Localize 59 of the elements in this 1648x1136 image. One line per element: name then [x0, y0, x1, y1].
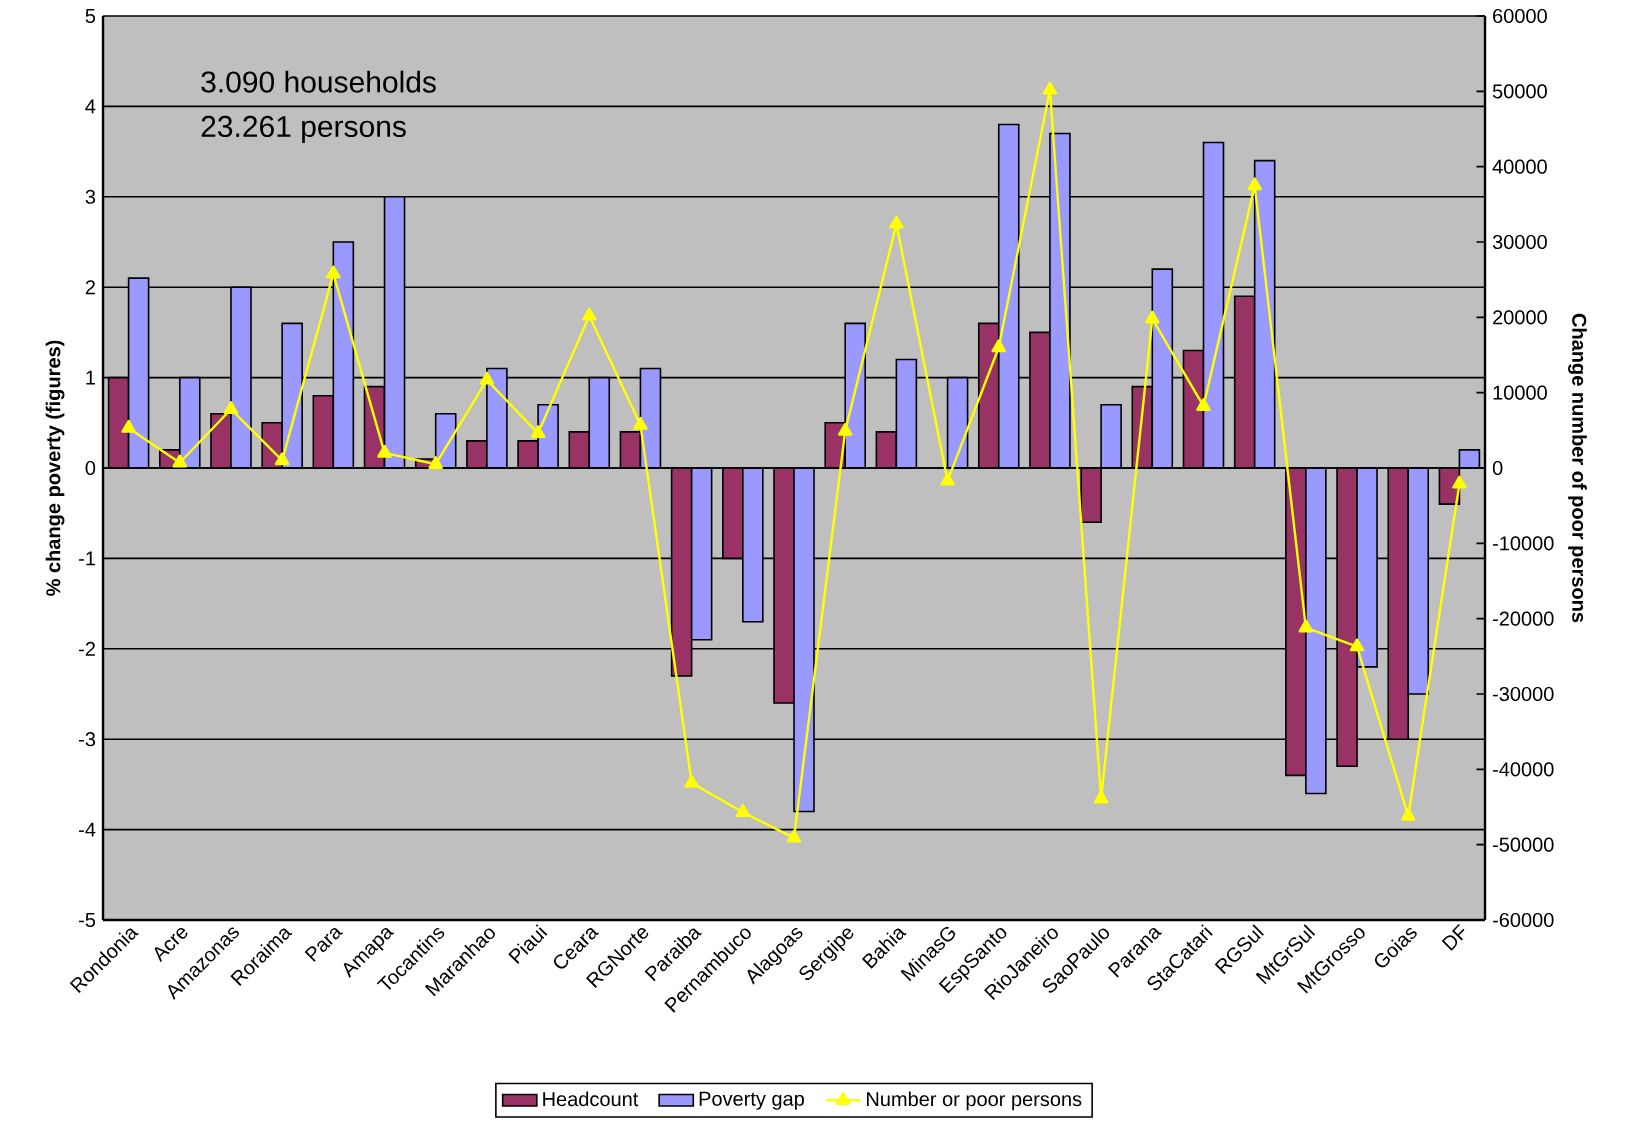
y2-tick-label: 10000	[1493, 385, 1547, 400]
point	[940, 472, 955, 486]
annotation: 3.090 households	[201, 70, 436, 93]
x-tick-label: DF	[1441, 923, 1465, 951]
y2-tick-label: 30000	[1492, 234, 1547, 250]
point	[837, 422, 853, 436]
y-tick-label: 5	[85, 9, 96, 23]
y2-tick-label: 0	[1492, 460, 1503, 476]
y-tick-label: -5	[79, 913, 96, 927]
point	[1452, 475, 1467, 489]
point	[223, 401, 239, 414]
y2-tick-label: 20000	[1493, 310, 1547, 325]
point	[633, 416, 648, 430]
y2-tick-label: -60000	[1492, 912, 1554, 928]
y2-tick-label: 60000	[1493, 8, 1547, 24]
point	[1042, 81, 1058, 95]
point	[1196, 398, 1211, 411]
y-tick-label: 1	[86, 370, 95, 385]
y2-tick-label: 50000	[1492, 84, 1547, 99]
point	[428, 456, 443, 469]
legend-label: Headcount	[543, 1091, 639, 1107]
point	[582, 307, 597, 321]
point	[991, 339, 1007, 353]
y2-tick-label: -10000	[1492, 536, 1554, 551]
annotation: 23.261 persons	[201, 115, 406, 143]
y-tick-label: -1	[79, 551, 95, 566]
y2-tick-label: 40000	[1492, 159, 1547, 174]
point	[377, 444, 392, 458]
point	[1349, 638, 1365, 652]
point	[121, 419, 136, 433]
point	[1247, 177, 1262, 191]
point	[479, 371, 495, 385]
y-tick-label: -4	[79, 822, 96, 837]
y2-tick-label: -50000	[1492, 837, 1554, 852]
point	[326, 265, 341, 279]
legend-label: Poverty gap	[699, 1091, 804, 1110]
point	[1145, 310, 1160, 324]
y-tick-label: 3	[85, 189, 96, 204]
y-tick-label: 4	[85, 99, 96, 114]
point	[274, 452, 290, 466]
point	[1298, 619, 1314, 633]
point	[530, 425, 546, 439]
point	[889, 215, 904, 229]
y-axis-title: % change poverty (figures)	[45, 340, 65, 596]
y-tick-label: 0	[85, 460, 96, 476]
point	[684, 774, 699, 788]
y2-tick-label: -40000	[1492, 762, 1554, 777]
point	[1400, 807, 1416, 821]
legend-label: Number or poor persons	[867, 1091, 1082, 1111]
point	[786, 829, 802, 843]
point	[172, 454, 188, 468]
y2-axis-title: Change number of poor persons	[1568, 313, 1587, 623]
y-tick-label: -3	[79, 732, 96, 747]
y2-tick-label: -30000	[1492, 686, 1554, 702]
point	[735, 804, 751, 817]
point	[1093, 790, 1109, 804]
y2-tick-label: -20000	[1492, 611, 1554, 626]
y-tick-label: -2	[79, 641, 95, 656]
y-tick-label: 2	[85, 280, 95, 295]
